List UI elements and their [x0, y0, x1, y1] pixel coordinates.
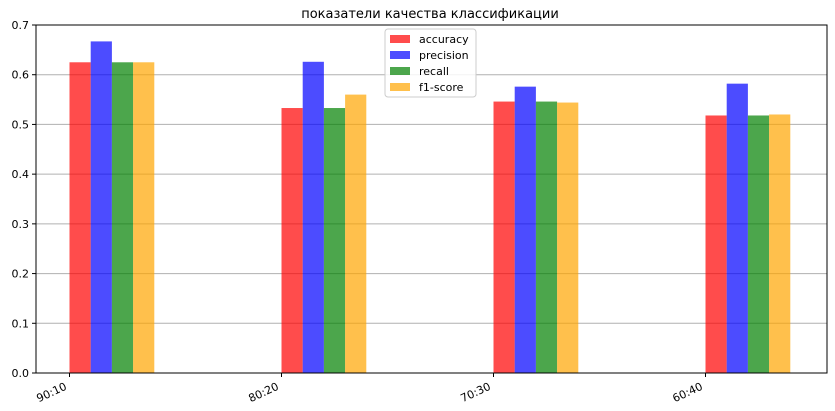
- bar-accuracy-80:20: [281, 108, 303, 373]
- legend-label-precision: precision: [419, 49, 469, 62]
- legend-frame: [384, 28, 477, 98]
- bar-recall-80:20: [323, 108, 346, 373]
- y-tick-label: 0.3: [12, 218, 30, 231]
- x-tick-label: 90:10: [35, 380, 69, 405]
- bar-f1-score-60:40: [769, 114, 791, 373]
- legend-label-recall: recall: [419, 65, 449, 78]
- x-tick-label: 60:40: [671, 380, 705, 405]
- y-tick-label: 0.1: [12, 317, 30, 330]
- bar-recall-70:30: [535, 101, 558, 373]
- legend-swatch-precision: [390, 51, 410, 59]
- legend-swatch-f1-score: [390, 83, 410, 91]
- x-axis: 90:10 80:20 70:30 60:40: [35, 373, 706, 405]
- legend-label-accuracy: accuracy: [419, 33, 469, 46]
- x-tick-label: 80:20: [247, 380, 281, 405]
- x-tick-label: 70:30: [459, 380, 493, 405]
- chart-title: показатели качества классификации: [301, 7, 559, 22]
- legend-swatch-recall: [390, 67, 410, 75]
- bar-precision-60:40: [726, 83, 748, 374]
- y-tick-label: 0.6: [12, 69, 30, 82]
- y-tick-label: 0.2: [12, 268, 30, 281]
- bar-precision-80:20: [302, 61, 324, 373]
- legend: accuracy precision recall f1-score: [384, 28, 477, 98]
- y-tick-label: 0.0: [12, 367, 30, 380]
- legend-swatch-accuracy: [390, 35, 410, 43]
- y-tick-label: 0.5: [12, 118, 30, 131]
- bar-accuracy-60:40: [705, 115, 727, 373]
- bar-precision-70:30: [514, 86, 536, 373]
- grid-lines: [36, 24, 827, 374]
- bar-recall-60:40: [747, 115, 770, 373]
- bar-precision-90:10: [90, 41, 112, 374]
- bar-accuracy-70:30: [493, 101, 515, 373]
- plot-frame: [35, 24, 828, 374]
- bar-f1-score-70:30: [557, 102, 579, 373]
- y-tick-label: 0.4: [12, 168, 30, 181]
- y-tick-label: 0.7: [12, 19, 30, 32]
- bar-f1-score-90:10: [133, 62, 155, 374]
- bar-accuracy-90:10: [69, 62, 91, 374]
- legend-label-f1-score: f1-score: [419, 81, 464, 94]
- bar-f1-score-80:20: [345, 94, 367, 373]
- bars-group: [69, 41, 791, 374]
- y-axis: 0.0 0.1 0.2 0.3 0.4 0.5 0.6 0.7: [12, 19, 36, 380]
- bar-recall-90:10: [111, 62, 134, 374]
